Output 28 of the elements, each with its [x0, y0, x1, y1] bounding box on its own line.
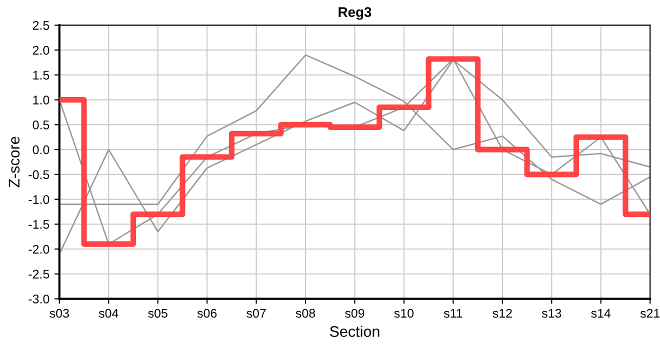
y-tick-label: -1.5	[28, 220, 50, 229]
x-tick-label: s10	[394, 308, 414, 318]
x-tick-label: s12	[492, 308, 512, 318]
x-tick-label: s13	[542, 308, 562, 318]
y-axis-title: Z-score	[8, 136, 20, 188]
y-tick-label: 2.0	[32, 46, 50, 55]
y-tick-label: -0.5	[28, 170, 50, 180]
y-tick-label: -3.0	[28, 294, 50, 304]
y-tick-label: 2.5	[32, 21, 50, 30]
y-tick-label: 1.0	[33, 96, 50, 104]
y-tick-label: 0.0	[32, 145, 50, 154]
x-tick-label: s03	[50, 308, 69, 318]
y-tick-label: -1.0	[28, 195, 50, 204]
y-tick-label: 1.5	[33, 70, 50, 80]
x-tick-label: s07	[246, 308, 266, 318]
y-tick-label: 0.5	[32, 120, 50, 130]
x-tick-label: s08	[296, 308, 316, 318]
x-tick-label: s14	[591, 308, 611, 318]
x-tick-label: s11	[444, 308, 462, 318]
x-tick-label: s21	[640, 308, 660, 318]
x-tick-label: s04	[98, 308, 118, 318]
x-tick-label: s05	[148, 308, 168, 318]
chart-title: Reg3	[338, 7, 372, 20]
y-tick-label: -2.0	[28, 244, 50, 254]
y-tick-label: -2.5	[28, 270, 50, 279]
x-axis-title: Section	[330, 326, 380, 337]
x-tick-label: s09	[345, 308, 364, 318]
x-tick-label: s06	[197, 308, 217, 318]
